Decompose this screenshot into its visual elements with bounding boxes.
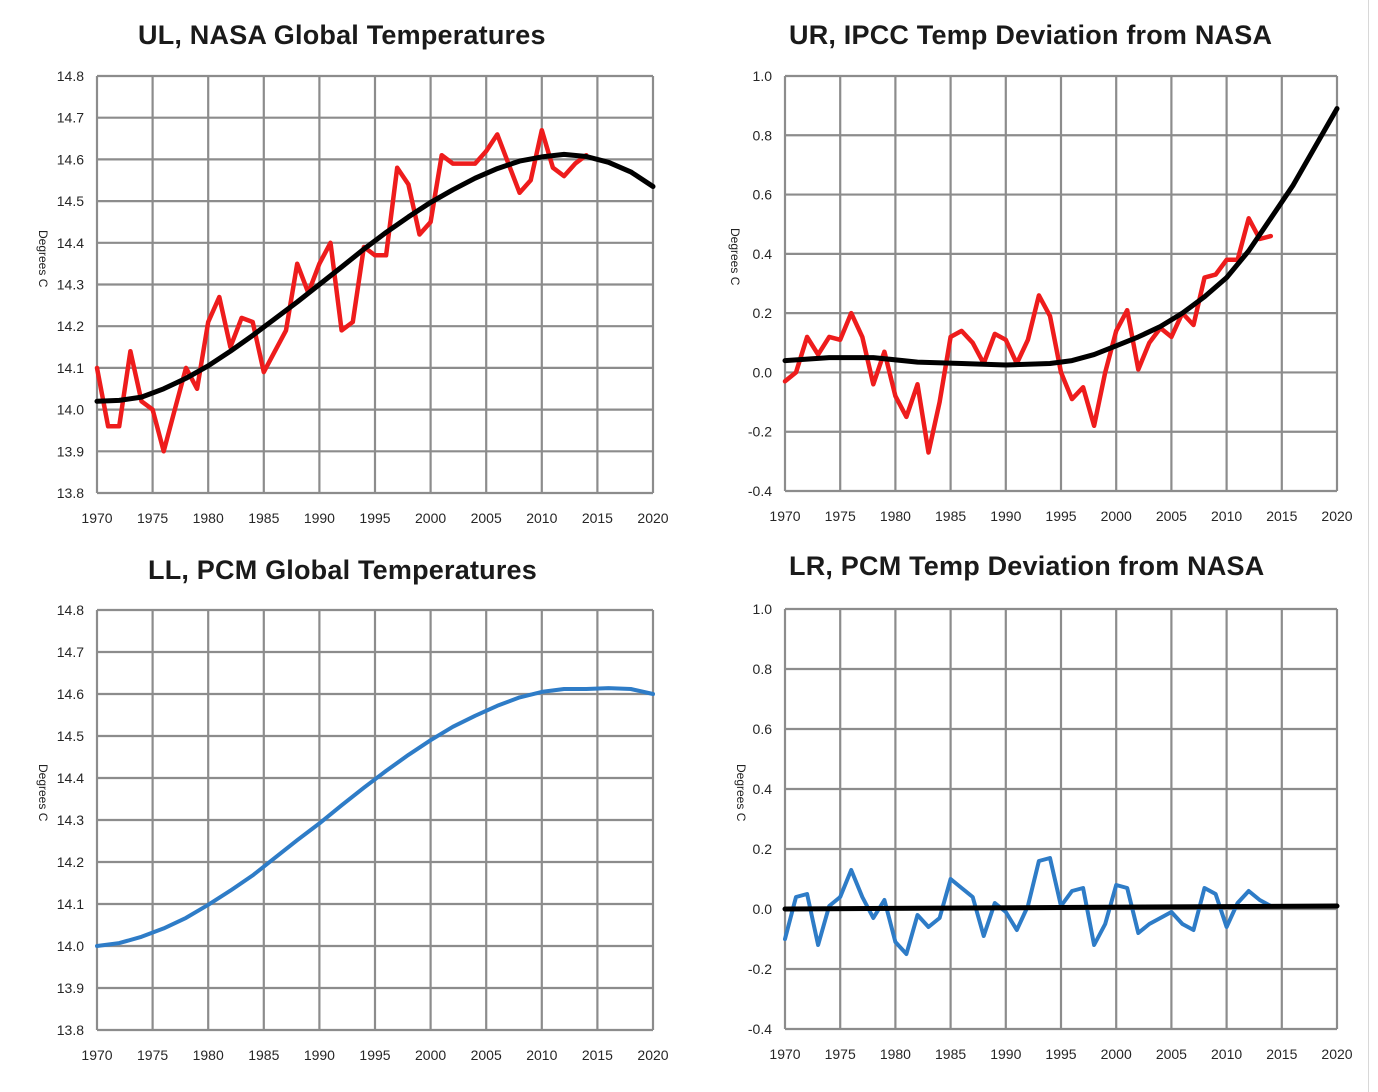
x-tick-label-ul: 2005 [471,510,502,526]
y-tick-label-ll: 14.1 [57,896,84,912]
y-tick-label-ul: 14.3 [57,277,84,293]
x-tick-label-ll: 1985 [248,1047,279,1063]
y-tick-label-lr: -0.4 [748,1021,772,1037]
series-line-ur-0 [782,216,1274,455]
x-tick-label-lr: 1995 [1045,1046,1076,1062]
y-tick-label-ul: 13.9 [57,443,84,459]
x-tick-label-ul: 1985 [248,510,279,526]
x-tick-label-lr: 1990 [990,1046,1021,1062]
x-tick-label-ul: 2020 [637,510,668,526]
chart-title-ur: UR, IPCC Temp Deviation from NASA [789,20,1273,50]
x-tick-label-ul: 2000 [415,510,446,526]
y-tick-label-ul: 14.7 [57,110,84,126]
x-tick-label-ll: 1995 [359,1047,390,1063]
y-tick-label-lr: 0.2 [753,841,773,857]
x-tick-label-ll: 1980 [193,1047,224,1063]
y-tick-label-ur: 0.8 [753,127,773,143]
y-tick-label-ll: 14.2 [57,854,84,870]
x-tick-label-ur: 1995 [1045,508,1076,524]
y-tick-label-lr: 0.4 [753,781,773,797]
chart-title-ul: UL, NASA Global Temperatures [138,20,546,50]
y-tick-label-ur: 0.4 [753,246,773,262]
x-tick-label-ul: 2015 [582,510,613,526]
y-tick-label-ll: 13.9 [57,980,84,996]
y-tick-label-ul: 14.5 [57,193,84,209]
x-tick-label-ll: 1975 [137,1047,168,1063]
y-tick-label-ur: 0.2 [753,305,773,321]
x-tick-label-ur: 1975 [825,508,856,524]
x-tick-label-ur: 1990 [990,508,1021,524]
x-tick-label-ul: 1975 [137,510,168,526]
series-line-ur-1 [782,106,1340,368]
y-tick-label-ul: 13.8 [57,485,84,501]
y-tick-label-ur: 0.0 [753,364,773,380]
x-tick-label-ur: 2000 [1101,508,1132,524]
y-tick-label-ur: 1.0 [753,68,773,84]
x-tick-label-ll: 2010 [526,1047,557,1063]
x-tick-label-lr: 2015 [1266,1046,1297,1062]
x-tick-label-ur: 1980 [880,508,911,524]
x-tick-label-lr: 1970 [769,1046,800,1062]
y-tick-label-ll: 14.8 [57,602,84,618]
y-tick-label-ll: 13.8 [57,1022,84,1038]
y-tick-label-lr: -0.2 [748,961,772,977]
x-tick-label-ul: 1990 [304,510,335,526]
y-tick-label-lr: 0.8 [753,661,773,677]
x-tick-label-lr: 2010 [1211,1046,1242,1062]
y-tick-label-ul: 14.4 [57,235,84,251]
y-tick-label-ul: 14.1 [57,360,84,376]
y-tick-label-lr: 0.6 [753,721,773,737]
x-tick-label-ll: 1990 [304,1047,335,1063]
x-tick-label-ur: 2020 [1321,508,1352,524]
x-tick-label-ul: 1980 [193,510,224,526]
y-tick-label-ll: 14.6 [57,686,84,702]
x-tick-label-lr: 2000 [1101,1046,1132,1062]
y-tick-label-ur: 0.6 [753,187,773,203]
x-tick-label-ur: 1970 [769,508,800,524]
y-tick-label-ul: 14.8 [57,68,84,84]
x-tick-label-ur: 2015 [1266,508,1297,524]
y-tick-label-ll: 14.0 [57,938,84,954]
y-tick-label-lr: 0.0 [753,901,773,917]
x-tick-label-lr: 1980 [880,1046,911,1062]
x-tick-label-lr: 1975 [825,1046,856,1062]
x-tick-label-ll: 1970 [81,1047,112,1063]
x-tick-label-ur: 2010 [1211,508,1242,524]
series-line-lr-1 [782,903,1340,912]
series-line-ll-0 [95,686,655,948]
x-tick-label-lr: 1985 [935,1046,966,1062]
x-tick-label-ur: 2005 [1156,508,1187,524]
series-line-ul-0 [94,127,589,454]
chart-title-lr: LR, PCM Temp Deviation from NASA [789,551,1265,581]
x-tick-label-ul: 1995 [359,510,390,526]
x-tick-label-ul: 2010 [526,510,557,526]
x-tick-label-ll: 2005 [471,1047,502,1063]
y-tick-label-ll: 14.3 [57,812,84,828]
x-tick-label-ll: 2000 [415,1047,446,1063]
y-tick-label-ur: -0.4 [748,483,772,499]
x-tick-label-ul: 1970 [81,510,112,526]
x-tick-label-ll: 2020 [637,1047,668,1063]
y-tick-label-ll: 14.7 [57,644,84,660]
y-tick-label-lr: 1.0 [753,601,773,617]
x-tick-label-lr: 2020 [1321,1046,1352,1062]
y-tick-label-ul: 14.6 [57,151,84,167]
y-tick-label-ul: 14.0 [57,402,84,418]
y-tick-label-ll: 14.5 [57,728,84,744]
chart-title-ll: LL, PCM Global Temperatures [148,555,537,585]
x-tick-label-lr: 2005 [1156,1046,1187,1062]
x-tick-label-ur: 1985 [935,508,966,524]
page-edge [1368,0,1378,1092]
y-tick-label-ul: 14.2 [57,318,84,334]
x-tick-label-ll: 2015 [582,1047,613,1063]
y-tick-label-ll: 14.4 [57,770,84,786]
y-tick-label-ur: -0.2 [748,424,772,440]
series-line-ul-1 [94,151,656,404]
